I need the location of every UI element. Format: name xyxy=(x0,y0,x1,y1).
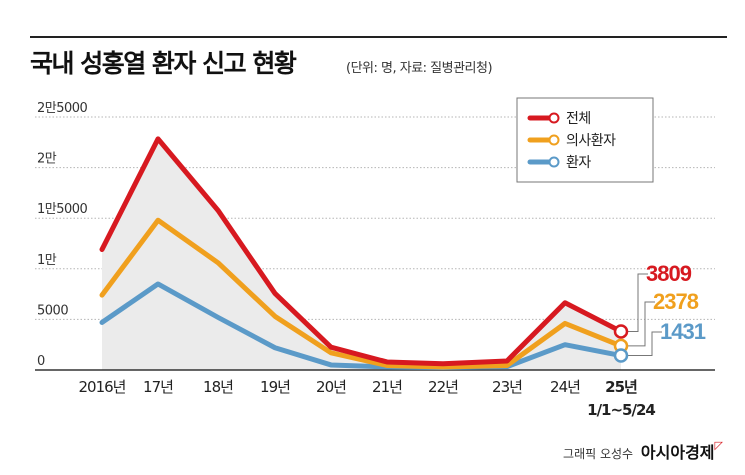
legend-marker xyxy=(548,134,560,146)
x-tick-note: 1/1~5/24 xyxy=(587,401,655,419)
total-series-line xyxy=(99,136,624,367)
x-tick-label: 19년 xyxy=(260,378,290,396)
callout-leader xyxy=(628,273,648,332)
chart-subtitle: (단위: 명, 자료: 질병관리청) xyxy=(346,61,493,76)
end-point-marker xyxy=(613,324,629,339)
x-tick-label: 25년 xyxy=(605,378,637,396)
credit-prefix: 그래픽 오성수 xyxy=(563,447,634,461)
callout-leader xyxy=(628,331,662,357)
y-tick-label: 5000 xyxy=(37,303,68,318)
y-tick-label: 2만 xyxy=(37,152,57,167)
x-tick-label: 2016년 xyxy=(79,378,126,396)
total-area-fill xyxy=(102,138,621,370)
legend-marker xyxy=(548,112,560,124)
end-point-marker xyxy=(613,348,629,363)
legend-label: 환자 xyxy=(566,155,591,171)
y-tick-label: 2만5000 xyxy=(37,101,88,116)
y-tick-label: 1만5000 xyxy=(37,202,88,217)
legend-label: 의사환자 xyxy=(566,133,616,149)
x-tick-label: 23년 xyxy=(492,378,522,396)
end-value-label: 2378 xyxy=(653,289,699,314)
callout-leader xyxy=(628,301,655,347)
x-tick-label: 21년 xyxy=(372,378,402,396)
x-tick-label: 24년 xyxy=(550,378,580,396)
end-value-label: 3809 xyxy=(646,261,692,286)
top-rule xyxy=(30,36,727,38)
credit: 그래픽 오성수 아시아경제◸ xyxy=(563,439,723,463)
legend-marker xyxy=(548,156,560,168)
x-tick-label: 20년 xyxy=(316,378,346,396)
x-tick-label: 18년 xyxy=(203,378,233,396)
y-tick-label: 0 xyxy=(37,354,45,369)
x-tick-label: 17년 xyxy=(143,378,173,396)
y-tick-label: 1만 xyxy=(37,253,57,268)
brand-name: 아시아경제 xyxy=(640,443,715,462)
doctor-series-line xyxy=(99,217,624,370)
legend-label: 전체 xyxy=(566,111,591,127)
patient-series-line xyxy=(99,281,624,370)
x-tick-label: 22년 xyxy=(428,378,458,396)
brand-mark-icon: ◸ xyxy=(714,439,723,452)
chart-title: 국내 성홍열 환자 신고 현황 xyxy=(30,49,297,78)
end-value-label: 1431 xyxy=(660,319,706,344)
